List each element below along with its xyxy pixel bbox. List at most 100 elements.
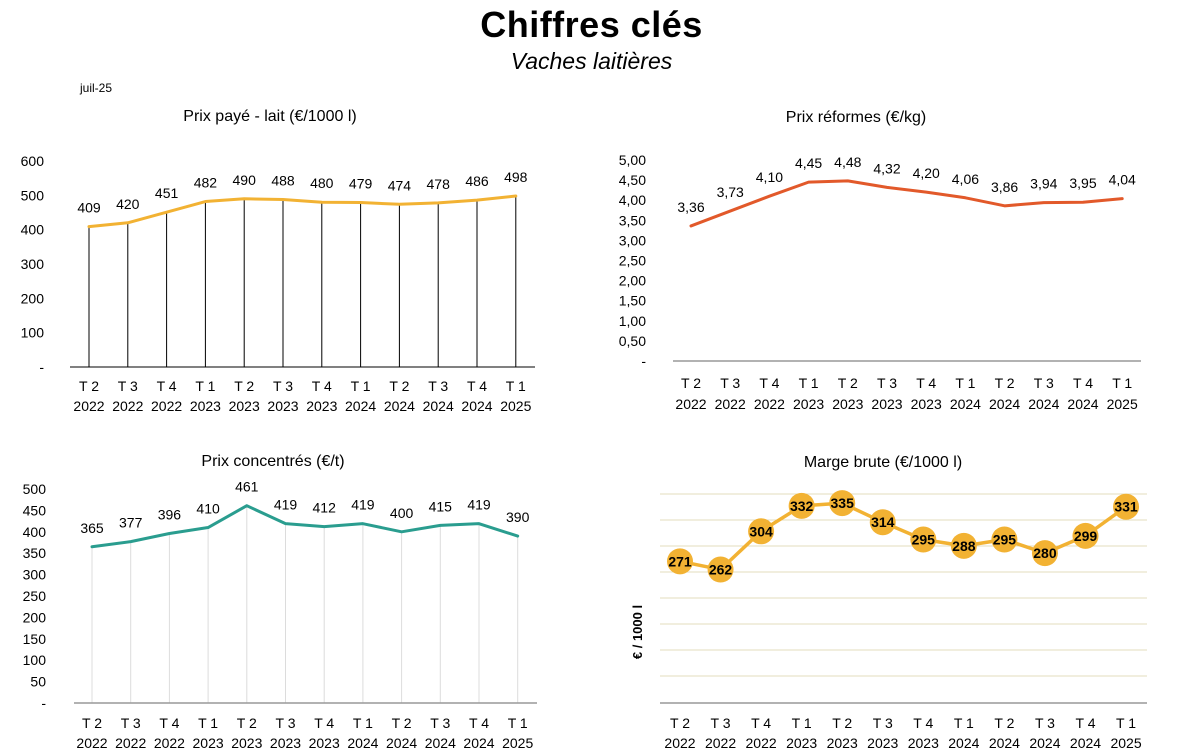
data-label: 479 bbox=[349, 176, 373, 192]
x-tick-label: T 1 bbox=[1112, 375, 1132, 391]
data-point bbox=[991, 526, 1018, 553]
data-label: 488 bbox=[271, 172, 295, 188]
data-label: 262 bbox=[709, 562, 733, 578]
y-tick-label: 400 bbox=[21, 222, 45, 238]
x-tick-label: T 4 bbox=[759, 375, 779, 391]
x-tick-label: 2024 bbox=[384, 398, 415, 414]
x-tick-label: 2024 bbox=[989, 396, 1020, 412]
x-tick-label: 2022 bbox=[73, 398, 104, 414]
data-label: 400 bbox=[390, 505, 414, 521]
x-tick-label: T 3 bbox=[720, 375, 740, 391]
series-line bbox=[689, 179, 1124, 228]
data-label: 3,95 bbox=[1069, 175, 1096, 191]
date-label: juil-25 bbox=[80, 81, 113, 95]
x-tick-label: T 2 bbox=[389, 378, 409, 394]
data-label: 365 bbox=[80, 520, 104, 536]
x-tick-label: T 3 bbox=[273, 378, 293, 394]
x-tick-label: T 1 bbox=[508, 715, 528, 731]
x-tick-label: T 3 bbox=[873, 715, 893, 731]
x-tick-label: 2024 bbox=[1028, 396, 1059, 412]
x-tick-label: T 2 bbox=[832, 715, 852, 731]
y-tick-label: 500 bbox=[21, 187, 45, 203]
y-tick-label: 350 bbox=[23, 545, 47, 561]
data-point bbox=[829, 490, 856, 517]
data-label: 480 bbox=[310, 175, 334, 191]
x-tick-label: T 2 bbox=[79, 378, 99, 394]
y-tick-label: 1,00 bbox=[619, 313, 646, 329]
x-tick-label: T 1 bbox=[195, 378, 215, 394]
data-label: 419 bbox=[274, 497, 298, 513]
x-tick-label: 2023 bbox=[270, 735, 301, 751]
data-label: 461 bbox=[235, 479, 259, 495]
data-label: 377 bbox=[119, 515, 143, 531]
y-tick-label: 4,50 bbox=[619, 172, 646, 188]
x-tick-label: T 2 bbox=[994, 715, 1014, 731]
x-tick-label: T 2 bbox=[670, 715, 690, 731]
x-tick-label: 2023 bbox=[871, 396, 902, 412]
y-tick-label: 150 bbox=[23, 631, 47, 647]
y-tick-label: 200 bbox=[21, 290, 45, 306]
x-tick-label: 2023 bbox=[306, 398, 337, 414]
y-tick-label: 300 bbox=[23, 567, 47, 583]
x-tick-label: 2022 bbox=[754, 396, 785, 412]
data-point bbox=[950, 532, 977, 559]
data-label: 482 bbox=[194, 175, 218, 191]
x-tick-label: 2023 bbox=[190, 398, 221, 414]
y-tick-label: - bbox=[641, 353, 646, 369]
data-label: 451 bbox=[155, 185, 179, 201]
data-label: 314 bbox=[871, 514, 895, 530]
x-tick-label: T 2 bbox=[681, 375, 701, 391]
x-tick-label: 2024 bbox=[989, 735, 1020, 751]
x-tick-label: T 3 bbox=[430, 715, 450, 731]
data-point bbox=[707, 556, 734, 583]
x-tick-label: 2024 bbox=[1029, 735, 1060, 751]
data-label: 299 bbox=[1074, 528, 1098, 544]
x-tick-label: 2024 bbox=[461, 398, 492, 414]
y-tick-label: 0,50 bbox=[619, 333, 646, 349]
x-tick-label: 2024 bbox=[345, 398, 376, 414]
x-tick-label: T 3 bbox=[877, 375, 897, 391]
x-tick-label: 2024 bbox=[1070, 735, 1101, 751]
x-tick-label: 2022 bbox=[154, 735, 185, 751]
chart-title: Prix payé - lait (€/1000 l) bbox=[183, 108, 356, 125]
data-label: 295 bbox=[912, 532, 936, 548]
y-tick-label: 2,50 bbox=[619, 253, 646, 269]
data-label: 409 bbox=[77, 200, 101, 216]
x-tick-label: T 4 bbox=[916, 375, 936, 391]
data-label: 498 bbox=[504, 169, 528, 185]
data-label: 4,45 bbox=[795, 155, 822, 171]
y-tick-label: 250 bbox=[23, 588, 47, 604]
data-label: 4,48 bbox=[834, 154, 861, 170]
y-tick-label: 500 bbox=[23, 481, 47, 497]
x-tick-label: T 4 bbox=[312, 378, 332, 394]
data-label: 332 bbox=[790, 498, 814, 514]
x-tick-label: 2025 bbox=[1107, 396, 1138, 412]
y-tick-label: 200 bbox=[23, 609, 47, 625]
data-label: 415 bbox=[429, 498, 453, 514]
y-tick-label: 3,50 bbox=[619, 212, 646, 228]
y-tick-label: - bbox=[41, 695, 46, 711]
x-tick-label: T 1 bbox=[198, 715, 218, 731]
x-tick-label: T 4 bbox=[469, 715, 489, 731]
data-label: 4,20 bbox=[913, 165, 940, 181]
x-tick-label: 2025 bbox=[500, 398, 531, 414]
x-tick-label: 2025 bbox=[502, 735, 533, 751]
series-line bbox=[87, 194, 518, 229]
data-label: 4,32 bbox=[873, 160, 900, 176]
y-tick-label: 1,50 bbox=[619, 293, 646, 309]
y-tick-label: 300 bbox=[21, 256, 45, 272]
y-tick-label: 3,00 bbox=[619, 232, 646, 248]
y-tick-label: 100 bbox=[21, 325, 45, 341]
x-tick-label: 2023 bbox=[229, 398, 260, 414]
x-tick-label: 2025 bbox=[1110, 735, 1141, 751]
x-tick-label: T 4 bbox=[913, 715, 933, 731]
data-label: 410 bbox=[196, 501, 220, 517]
data-point bbox=[869, 509, 896, 536]
x-tick-label: T 1 bbox=[792, 715, 812, 731]
y-tick-label: - bbox=[39, 359, 44, 375]
x-tick-label: T 2 bbox=[237, 715, 257, 731]
x-tick-label: T 1 bbox=[506, 378, 526, 394]
page-subtitle: Vaches laitières bbox=[510, 48, 673, 74]
data-label: 331 bbox=[1114, 499, 1138, 515]
